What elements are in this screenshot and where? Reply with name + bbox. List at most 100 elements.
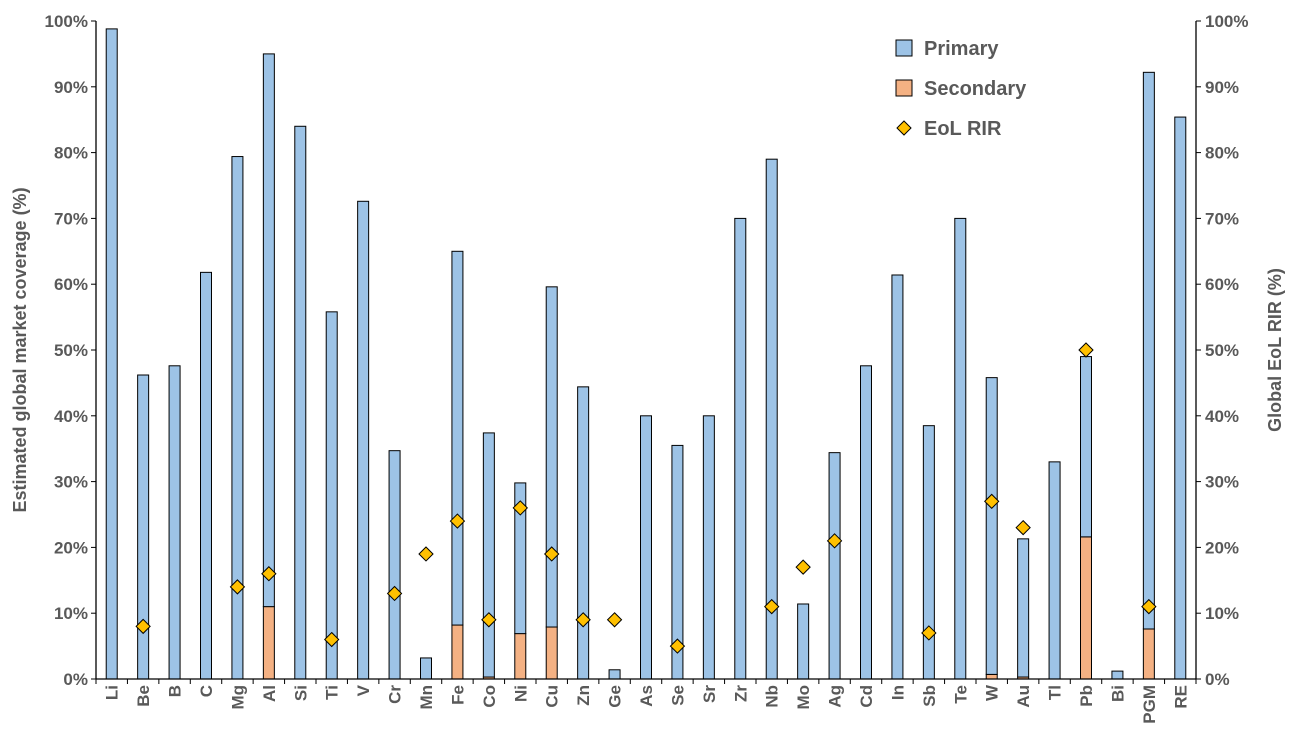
category-label-zn: Zn (574, 685, 593, 706)
marker-eol-rir-ge (606, 612, 623, 628)
right-tick-label: 100% (1205, 12, 1248, 31)
bar-secondary-w (985, 673, 998, 680)
bar-primary-ge (608, 669, 621, 680)
y-axis-title: Estimated global market coverage (%) (10, 187, 30, 512)
legend-swatch-eol-rir (896, 120, 912, 136)
bar-primary-cr (388, 450, 401, 680)
right-tick-label: 90% (1205, 78, 1239, 97)
bar-primary-au (1017, 538, 1030, 678)
category-label-v: V (354, 684, 373, 696)
bars-layer (105, 28, 1187, 680)
left-tick-label: 50% (54, 341, 88, 360)
right-tick-label: 80% (1205, 144, 1239, 163)
marker-eol-rir-fe (449, 513, 466, 529)
marker-eol-rir-cr (386, 585, 403, 602)
bar-primary-pgm (1142, 71, 1155, 630)
category-label-mo: Mo (794, 685, 813, 710)
category-label-mn: Mn (417, 685, 436, 710)
bar-primary-in (891, 274, 904, 680)
bar-primary-li (105, 28, 118, 680)
bar-primary-cd (860, 365, 872, 680)
category-label-cu: Cu (543, 685, 562, 708)
category-label-sr: Sr (700, 685, 719, 703)
right-tick-label: 60% (1205, 275, 1239, 294)
category-label-au: Au (1014, 685, 1033, 708)
marker-eol-rir-nb (764, 598, 780, 615)
right-tick-label: 30% (1205, 473, 1239, 492)
bar-primary-pb (1080, 356, 1092, 538)
category-label-be: Be (134, 685, 153, 707)
left-tick-label: 80% (54, 144, 88, 163)
category-label-ge: Ge (606, 685, 625, 708)
bar-primary-ag (828, 452, 841, 680)
bar-primary-mn (420, 657, 432, 680)
bar-primary-cu (545, 286, 558, 628)
left-tick-label: 0% (63, 670, 88, 689)
category-label-bi: Bi (1108, 685, 1127, 702)
right-tick-label: 20% (1205, 538, 1239, 557)
marker-eol-rir-ti (324, 631, 340, 648)
bar-primary-sr (702, 415, 715, 680)
category-label-w: W (983, 684, 1002, 701)
y2-axis-title: Global EoL RIR (%) (1265, 268, 1285, 432)
bar-secondary-pb (1080, 536, 1092, 680)
marker-eol-rir-se (669, 638, 686, 654)
bar-primary-sb (922, 425, 935, 680)
marker-eol-rir-zn (575, 612, 591, 628)
left-tick-label: 70% (54, 209, 88, 228)
marker-eol-rir-pb (1078, 342, 1094, 358)
category-label-b: B (166, 685, 185, 697)
left-tick-label: 60% (54, 275, 88, 294)
legend-label-eol-rir: EoL RIR (924, 118, 1002, 140)
category-label-pgm: PGM (1140, 685, 1159, 724)
marker-eol-rir-mo (795, 559, 811, 575)
legend-label-primary: Primary (924, 38, 999, 60)
bar-primary-c (200, 271, 212, 680)
category-label-al: Al (260, 685, 279, 702)
marker-eol-rir-ag (826, 533, 843, 549)
right-tick-label: 40% (1205, 407, 1239, 426)
bar-primary-w (985, 377, 998, 675)
category-label-zr: Zr (731, 685, 750, 702)
marker-eol-rir-be (135, 618, 151, 635)
right-tick-label: 10% (1205, 604, 1239, 623)
category-label-si: Si (291, 685, 310, 701)
bar-primary-co (482, 432, 495, 678)
legend: Primary Secondary EoL RIR (895, 38, 1027, 140)
category-label-li: Li (103, 685, 122, 700)
right-tick-label: 70% (1205, 209, 1239, 228)
left-tick-label: 100% (45, 12, 88, 31)
category-label-pb: Pb (1077, 685, 1096, 707)
marker-eol-rir-al (261, 566, 277, 582)
bar-primary-mg (231, 156, 244, 680)
marker-eol-rir-mn (418, 546, 434, 562)
bar-primary-fe (451, 250, 464, 626)
category-label-nb: Nb (763, 685, 782, 708)
bar-primary-as (640, 415, 652, 680)
legend-swatch-primary (895, 39, 913, 57)
marker-eol-rir-w (984, 493, 1000, 510)
bar-primary-ti (325, 311, 338, 680)
marker-eol-rir-cu (544, 546, 560, 562)
bar-primary-mo (797, 603, 810, 680)
bar-primary-tl (1048, 461, 1061, 680)
bar-primary-bi (1111, 670, 1124, 680)
legend-swatch-secondary (895, 79, 913, 97)
left-tick-label: 40% (54, 407, 88, 426)
bar-primary-te (954, 217, 967, 680)
category-label-tl: Tl (1046, 685, 1065, 700)
category-label-c: C (197, 685, 216, 697)
category-label-re: RE (1171, 685, 1190, 709)
marker-eol-rir-mg (229, 579, 246, 595)
bar-primary-zn (577, 386, 590, 680)
left-tick-label: 10% (54, 604, 88, 623)
category-label-sb: Sb (920, 685, 939, 707)
bar-primary-al (262, 53, 275, 608)
marker-eol-rir-sb (921, 625, 937, 641)
marker-eol-rir-co (481, 612, 497, 628)
bar-secondary-ni (514, 633, 527, 680)
category-label-cd: Cd (857, 685, 876, 708)
bar-primary-b (168, 365, 181, 680)
marker-eol-rir-pgm (1141, 598, 1157, 615)
